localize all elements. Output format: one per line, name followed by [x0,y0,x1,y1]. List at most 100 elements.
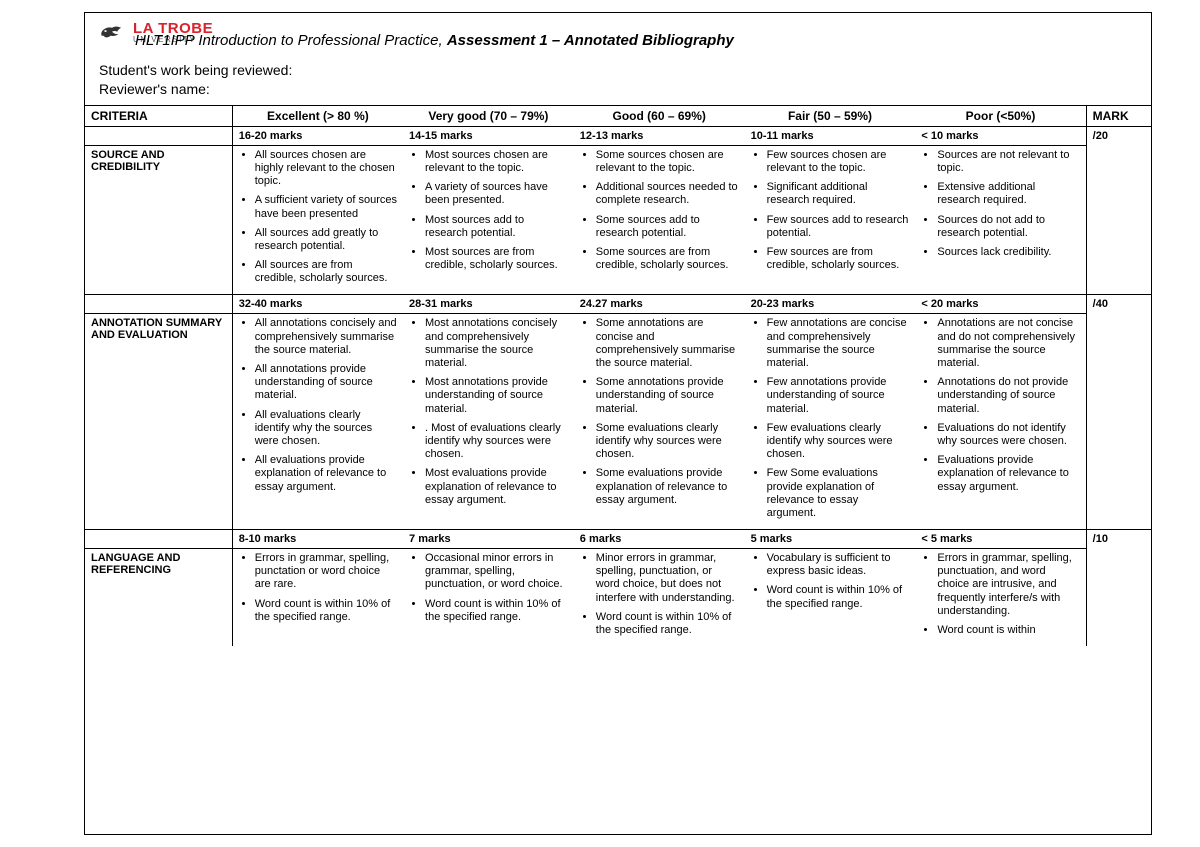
hdr-good: Good (60 – 69%) [574,105,745,126]
list-item: All sources add greatly to research pote… [255,227,397,253]
row1-good: Some sources chosen are relevant to the … [574,145,745,295]
rubric-table: CRITERIA Excellent (> 80 %) Very good (7… [85,105,1151,646]
list-item: Significant additional research required… [767,181,910,207]
list-item: Few sources are from credible, scholarly… [767,246,910,272]
list-item: Annotations are not concise and do not c… [937,317,1079,370]
list-item: Some sources are from credible, scholarl… [596,246,739,272]
row3-mark: /10 [1086,530,1151,647]
list-item: Most evaluations provide explanation of … [425,467,568,507]
row2-verygood: Most annotations concisely and comprehen… [403,314,574,530]
row3-m-vg: 7 marks [403,530,574,549]
row3-verygood: Occasional minor errors in grammar, spel… [403,549,574,647]
list-item: Few Some evaluations provide explanation… [767,467,910,520]
hdr-mark: MARK [1086,105,1151,126]
list-item: Sources are not relevant to topic. [937,149,1079,175]
row2-m-g: 24.27 marks [574,295,745,314]
list-item: All annotations provide understanding of… [255,363,397,403]
reviewer-line: Reviewer's name: [99,80,1137,99]
rubric-sheet: LA TROBE UNIVERSITY HLT1IPP Introduction… [84,12,1152,835]
list-item: Few annotations are concise and comprehe… [767,317,910,370]
list-item: Word count is within 10% of the specifie… [767,584,910,610]
list-item: Word count is within 10% of the specifie… [596,611,739,637]
row1-m-f: 10-11 marks [745,126,916,145]
row1-verygood: Most sources chosen are relevant to the … [403,145,574,295]
row2-excellent: All annotations concisely and comprehens… [232,314,403,530]
list-item: Word count is within 10% of the specifie… [425,598,568,624]
row2-m-vg: 28-31 marks [403,295,574,314]
row1-m-vg: 14-15 marks [403,126,574,145]
list-item: Some sources chosen are relevant to the … [596,149,739,175]
row2-poor: Annotations are not concise and do not c… [915,314,1086,530]
list-item: Additional sources needed to complete re… [596,181,739,207]
row1-fair: Few sources chosen are relevant to the t… [745,145,916,295]
list-item: Minor errors in grammar, spelling, punct… [596,552,739,605]
list-item: Evaluations do not identify why sources … [937,422,1079,448]
header-block: LA TROBE UNIVERSITY HLT1IPP Introduction… [85,13,1151,105]
row3-m-f: 5 marks [745,530,916,549]
row2-good: Some annotations are concise and compreh… [574,314,745,530]
list-item: Some sources add to research potential. [596,214,739,240]
list-item: . Most of evaluations clearly identify w… [425,422,568,462]
list-item: Some annotations provide understanding o… [596,376,739,416]
row2-m-p: < 20 marks [915,295,1086,314]
list-item: Most sources are from credible, scholarl… [425,246,568,272]
list-item: All evaluations provide explanation of r… [255,454,397,494]
eagle-icon [99,22,125,44]
row3-m-p: < 5 marks [915,530,1086,549]
list-item: Sources lack credibility. [937,246,1079,259]
row3-poor: Errors in grammar, spelling, punctuation… [915,549,1086,647]
list-item: All sources chosen are highly relevant t… [255,149,397,189]
row3-fair: Vocabulary is sufficient to express basi… [745,549,916,647]
row3-m-exc: 8-10 marks [232,530,403,549]
list-item: Errors in grammar, spelling, punctation … [255,552,397,592]
header-row: CRITERIA Excellent (> 80 %) Very good (7… [85,105,1151,126]
hdr-criteria: CRITERIA [85,105,232,126]
row2-fair: Few annotations are concise and comprehe… [745,314,916,530]
hdr-fair: Fair (50 – 59%) [745,105,916,126]
row1-excellent: All sources chosen are highly relevant t… [232,145,403,295]
list-item: A sufficient variety of sources have bee… [255,194,397,220]
student-line: Student's work being reviewed: [99,61,1137,80]
list-item: Sources do not add to research potential… [937,214,1079,240]
list-item: Most annotations concisely and comprehen… [425,317,568,370]
list-item: All annotations concisely and comprehens… [255,317,397,357]
list-item: Some evaluations clearly identify why so… [596,422,739,462]
list-item: Word count is within 10% of the specifie… [255,598,397,624]
row2-marks: 32-40 marks 28-31 marks 24.27 marks 20-2… [85,295,1151,314]
page: LA TROBE UNIVERSITY HLT1IPP Introduction… [0,0,1200,847]
row1-m-g: 12-13 marks [574,126,745,145]
row3-m-g: 6 marks [574,530,745,549]
list-item: All sources are from credible, scholarly… [255,259,397,285]
list-item: Errors in grammar, spelling, punctuation… [937,552,1079,618]
hdr-poor: Poor (<50%) [915,105,1086,126]
list-item: Most annotations provide understanding o… [425,376,568,416]
row1-body: SOURCE AND CREDIBILITY All sources chose… [85,145,1151,295]
list-item: Few evaluations clearly identify why sou… [767,422,910,462]
row1-marks: 16-20 marks 14-15 marks 12-13 marks 10-1… [85,126,1151,145]
list-item: Word count is within [937,624,1079,637]
row1-m-exc: 16-20 marks [232,126,403,145]
title-course: HLT1IPP Introduction to Professional Pra… [135,32,443,49]
row1-label: SOURCE AND CREDIBILITY [85,145,232,295]
document-title: HLT1IPP Introduction to Professional Pra… [135,32,1137,49]
row3-good: Minor errors in grammar, spelling, punct… [574,549,745,647]
row2-mark: /40 [1086,295,1151,530]
reviewer-lines: Student's work being reviewed: Reviewer'… [99,61,1137,99]
list-item: Few sources chosen are relevant to the t… [767,149,910,175]
list-item: Most sources chosen are relevant to the … [425,149,568,175]
list-item: Few annotations provide understanding of… [767,376,910,416]
row2-m-exc: 32-40 marks [232,295,403,314]
list-item: Occasional minor errors in grammar, spel… [425,552,568,592]
row1-poor: Sources are not relevant to topic. Exten… [915,145,1086,295]
list-item: Vocabulary is sufficient to express basi… [767,552,910,578]
hdr-verygood: Very good (70 – 79%) [403,105,574,126]
row1-m-p: < 10 marks [915,126,1086,145]
list-item: Some evaluations provide explanation of … [596,467,739,507]
list-item: All evaluations clearly identify why the… [255,409,397,449]
row3-excellent: Errors in grammar, spelling, punctation … [232,549,403,647]
list-item: Some annotations are concise and compreh… [596,317,739,370]
list-item: Annotations do not provide understanding… [937,376,1079,416]
list-item: Extensive additional research required. [937,181,1079,207]
row2-body: ANNOTATION SUMMARY AND EVALUATION All an… [85,314,1151,530]
list-item: Few sources add to research potential. [767,214,910,240]
